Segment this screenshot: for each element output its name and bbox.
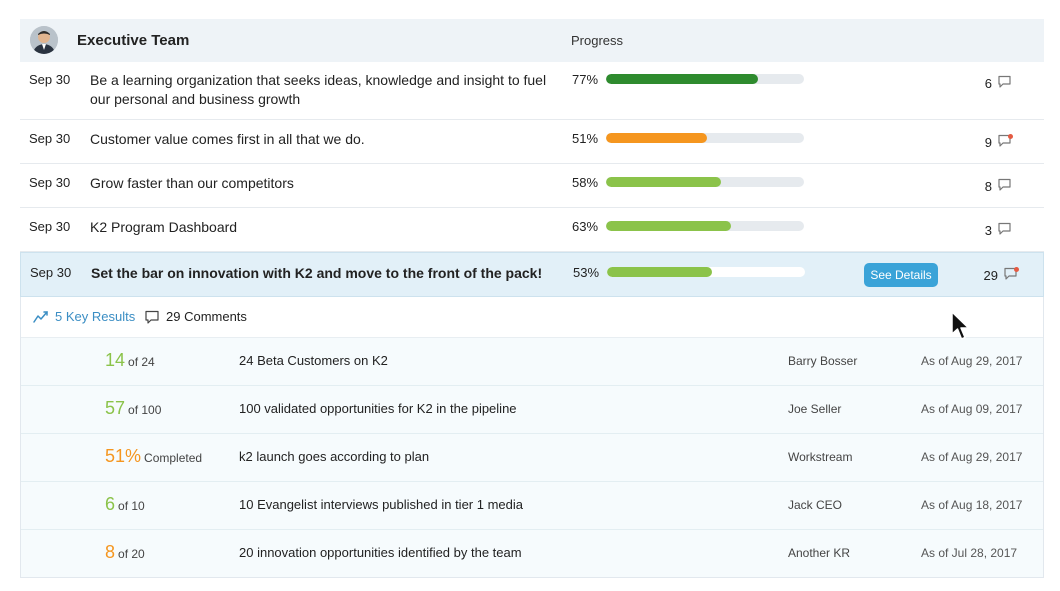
objective-row[interactable]: Sep 30 K2 Program Dashboard 63% 3 [20,208,1044,252]
kr-value: 6 [105,494,116,514]
progress-bar [606,133,804,143]
progress-fill [606,74,759,84]
comment-count[interactable]: 8 [984,179,992,194]
progress-fill [606,133,707,143]
kr-target: Completed [144,451,203,465]
key-results-label: 5 Key Results [55,309,136,324]
key-result-row[interactable]: 51% Completed k2 launch goes according to… [21,434,1043,482]
objective-row[interactable]: Sep 30 Grow faster than our competitors … [20,164,1044,208]
kr-current-value: 51% Completed [105,446,202,467]
kr-as-of-date: As of Aug 29, 2017 [921,354,1023,368]
comment-icon [145,310,159,324]
progress-fill [606,177,721,187]
key-results-list: 14 of 24 24 Beta Customers on K2 Barry Bo… [21,338,1043,577]
progress-percent: 51% [572,131,599,146]
comment-count[interactable]: 9 [984,135,992,150]
objective-date: Sep 30 [30,265,72,280]
kr-target: of 24 [128,355,155,369]
progress-percent: 63% [572,219,599,234]
comment-count[interactable]: 29 [983,268,998,283]
key-result-row[interactable]: 8 of 20 20 innovation opportunities ident… [21,530,1043,577]
kr-owner: Workstream [788,450,853,464]
progress-bar [606,74,804,84]
kr-value: 57 [105,398,126,418]
key-result-row[interactable]: 14 of 24 24 Beta Customers on K2 Barry Bo… [21,338,1043,386]
kr-owner: Joe Seller [788,402,842,416]
details-tabs: 5 Key Results 29 Comments [21,297,1043,338]
mouse-cursor-icon [951,311,970,340]
objective-title[interactable]: Set the bar on innovation with K2 and mo… [91,265,543,281]
key-result-row[interactable]: 6 of 10 10 Evangelist interviews publishe… [21,482,1043,530]
progress-column-header: Progress [571,33,624,48]
progress-percent: 58% [572,175,599,190]
comment-icon[interactable] [997,75,1013,89]
comment-icon[interactable] [997,134,1013,148]
comments-link[interactable]: 29 Comments [144,309,247,324]
key-result-row[interactable]: 57 of 100 100 validated opportunities for… [21,386,1043,434]
kr-title[interactable]: 10 Evangelist interviews published in ti… [239,497,523,512]
objective-row[interactable]: Sep 30 Be a learning organization that s… [20,62,1044,120]
kr-value: 14 [105,350,126,370]
kr-title[interactable]: 100 validated opportunities for K2 in th… [239,401,517,416]
objective-title[interactable]: K2 Program Dashboard [90,219,238,235]
progress-bar [606,177,804,187]
kr-current-value: 6 of 10 [105,494,145,515]
key-results-link[interactable]: 5 Key Results [33,309,135,324]
comments-label: 29 Comments [166,309,247,324]
team-header: Executive Team Progress [20,19,1044,62]
selected-objective-row[interactable]: Sep 30 Set the bar on innovation with K2… [20,252,1044,297]
kr-title[interactable]: 24 Beta Customers on K2 [239,353,388,368]
kr-target: of 100 [128,403,162,417]
objective-date: Sep 30 [29,175,71,190]
see-details-button[interactable]: See Details [864,263,938,287]
trend-line-icon [33,311,48,323]
kr-current-value: 57 of 100 [105,398,161,419]
kr-owner: Another KR [788,546,851,560]
kr-current-value: 8 of 20 [105,542,145,563]
kr-value: 51% [105,446,142,466]
objective-title[interactable]: Grow faster than our competitors [90,175,294,191]
comment-icon[interactable] [1003,267,1019,281]
kr-target: of 10 [118,499,145,513]
objective-date: Sep 30 [29,219,71,234]
kr-as-of-date: As of Aug 18, 2017 [921,498,1023,512]
kr-as-of-date: As of Jul 28, 2017 [921,546,1018,560]
objective-date: Sep 30 [29,72,71,87]
objective-row[interactable]: Sep 30 Customer value comes first in all… [20,120,1044,164]
objective-title[interactable]: Be a learning organization that seeks id… [90,72,547,107]
progress-fill [606,221,731,231]
progress-percent: 77% [572,72,599,87]
comment-count[interactable]: 6 [984,76,992,91]
kr-as-of-date: As of Aug 29, 2017 [921,450,1023,464]
objective-details-panel: 5 Key Results 29 Comments 14 of 24 24 Bet… [20,297,1044,578]
progress-fill [607,267,712,277]
objective-title[interactable]: Customer value comes first in all that w… [90,131,365,147]
kr-target: of 20 [118,547,145,561]
objective-date: Sep 30 [29,131,71,146]
comment-icon[interactable] [997,222,1013,236]
progress-bar [606,221,804,231]
progress-bar [607,267,805,277]
progress-percent: 53% [573,265,600,280]
kr-value: 8 [105,542,116,562]
kr-title[interactable]: k2 launch goes according to plan [239,449,430,464]
kr-current-value: 14 of 24 [105,350,155,371]
team-name: Executive Team [77,32,190,49]
avatar[interactable] [30,26,58,54]
kr-owner: Jack CEO [788,498,843,512]
kr-as-of-date: As of Aug 09, 2017 [921,402,1023,416]
kr-title[interactable]: 20 innovation opportunities identified b… [239,545,522,560]
comment-count[interactable]: 3 [984,223,992,238]
kr-owner: Barry Bosser [788,354,858,368]
comment-icon[interactable] [997,178,1013,192]
